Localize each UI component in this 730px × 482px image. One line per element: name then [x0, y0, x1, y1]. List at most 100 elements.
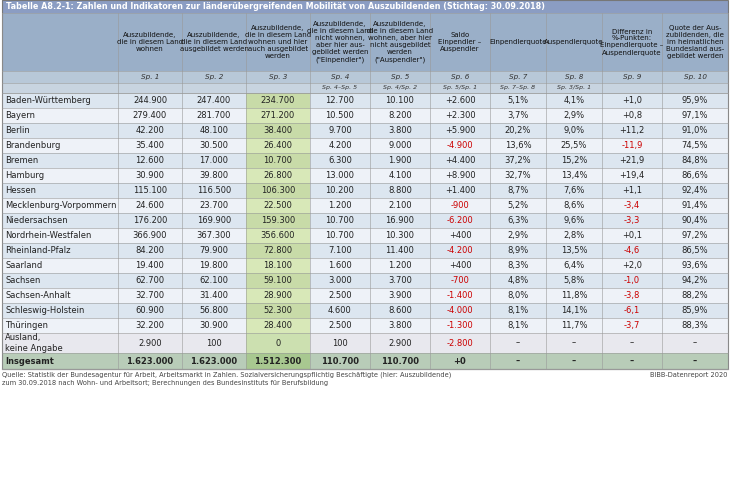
Text: 19.400: 19.400	[136, 261, 164, 270]
Text: 22.500: 22.500	[264, 201, 293, 210]
Text: 2,8%: 2,8%	[564, 231, 585, 240]
Bar	[2, 318, 118, 333]
Text: –: –	[516, 338, 520, 348]
Text: –: –	[693, 357, 697, 365]
Bar	[490, 138, 546, 153]
Bar	[546, 93, 602, 108]
Text: –: –	[630, 338, 634, 348]
Text: 26.400: 26.400	[264, 141, 293, 150]
Text: Bayern: Bayern	[5, 111, 35, 120]
Text: 12.700: 12.700	[326, 96, 355, 105]
Bar	[662, 228, 728, 243]
Text: 279.400: 279.400	[133, 111, 167, 120]
Text: Berlin: Berlin	[5, 126, 30, 135]
Bar	[490, 183, 546, 198]
Bar	[118, 258, 182, 273]
Text: 3,7%: 3,7%	[507, 111, 529, 120]
Bar	[546, 353, 602, 369]
Bar	[2, 138, 118, 153]
Text: 74,5%: 74,5%	[682, 141, 708, 150]
Bar	[430, 168, 490, 183]
Bar	[430, 258, 490, 273]
Bar	[370, 228, 430, 243]
Bar	[2, 123, 118, 138]
Text: 6,3%: 6,3%	[507, 216, 529, 225]
Text: 13,6%: 13,6%	[504, 141, 531, 150]
Text: 28.400: 28.400	[264, 321, 293, 330]
Text: 84,8%: 84,8%	[682, 156, 708, 165]
Text: 48.100: 48.100	[199, 126, 228, 135]
Text: -900: -900	[450, 201, 469, 210]
Bar	[602, 198, 662, 213]
Text: 8,7%: 8,7%	[507, 186, 529, 195]
Bar	[430, 213, 490, 228]
Text: +0: +0	[453, 357, 466, 365]
Bar	[546, 123, 602, 138]
Bar	[246, 303, 310, 318]
Bar	[546, 198, 602, 213]
Text: –: –	[572, 357, 576, 365]
Bar	[662, 303, 728, 318]
Text: Bremen: Bremen	[5, 156, 38, 165]
Text: +5.900: +5.900	[445, 126, 475, 135]
Text: Sp. 6: Sp. 6	[451, 74, 469, 80]
Text: 6,4%: 6,4%	[564, 261, 585, 270]
Text: 86,6%: 86,6%	[682, 171, 708, 180]
Bar	[310, 288, 370, 303]
Bar	[182, 108, 246, 123]
Bar	[2, 93, 118, 108]
Text: 60.900: 60.900	[136, 306, 164, 315]
Text: 14,1%: 14,1%	[561, 306, 587, 315]
Text: 3.800: 3.800	[388, 126, 412, 135]
Bar	[546, 153, 602, 168]
Text: 8,0%: 8,0%	[507, 291, 529, 300]
Text: 25,5%: 25,5%	[561, 141, 587, 150]
Text: Sachsen: Sachsen	[5, 276, 40, 285]
Bar	[118, 318, 182, 333]
Bar	[182, 288, 246, 303]
Text: Insgesamt: Insgesamt	[5, 357, 54, 365]
Text: 176.200: 176.200	[133, 216, 167, 225]
Bar	[430, 108, 490, 123]
Text: 3.000: 3.000	[328, 276, 352, 285]
Bar	[246, 183, 310, 198]
Text: 4,1%: 4,1%	[564, 96, 585, 105]
Bar	[370, 168, 430, 183]
Bar	[490, 213, 546, 228]
Text: 0: 0	[275, 338, 280, 348]
Text: -3,4: -3,4	[624, 201, 640, 210]
Text: 6.300: 6.300	[328, 156, 352, 165]
Bar	[490, 303, 546, 318]
Bar	[490, 93, 546, 108]
Bar	[246, 198, 310, 213]
Text: 10.200: 10.200	[326, 186, 355, 195]
Text: 5,1%: 5,1%	[507, 96, 529, 105]
Bar	[2, 71, 728, 83]
Text: –: –	[516, 357, 520, 365]
Text: 7,6%: 7,6%	[564, 186, 585, 195]
Bar	[2, 83, 728, 93]
Text: +0,1: +0,1	[622, 231, 642, 240]
Text: 8,3%: 8,3%	[507, 261, 529, 270]
Text: 10.500: 10.500	[326, 111, 355, 120]
Bar	[546, 213, 602, 228]
Text: +4.400: +4.400	[445, 156, 475, 165]
Bar	[546, 243, 602, 258]
Bar	[546, 138, 602, 153]
Bar	[430, 138, 490, 153]
Bar	[182, 228, 246, 243]
Bar	[2, 0, 728, 369]
Text: 110.700: 110.700	[381, 357, 419, 365]
Text: Tabelle A8.2-1: Zahlen und Indikatoren zur länderübergreifenden Mobilität von Au: Tabelle A8.2-1: Zahlen und Indikatoren z…	[6, 2, 545, 11]
Text: 9,6%: 9,6%	[564, 216, 585, 225]
Text: 90,4%: 90,4%	[682, 216, 708, 225]
Bar	[2, 353, 118, 369]
Text: -3,7: -3,7	[624, 321, 640, 330]
Text: 1.623.000: 1.623.000	[191, 357, 237, 365]
Bar	[2, 273, 118, 288]
Bar	[118, 93, 182, 108]
Text: 97,1%: 97,1%	[682, 111, 708, 120]
Text: 8,1%: 8,1%	[507, 306, 529, 315]
Bar	[662, 123, 728, 138]
Bar	[662, 108, 728, 123]
